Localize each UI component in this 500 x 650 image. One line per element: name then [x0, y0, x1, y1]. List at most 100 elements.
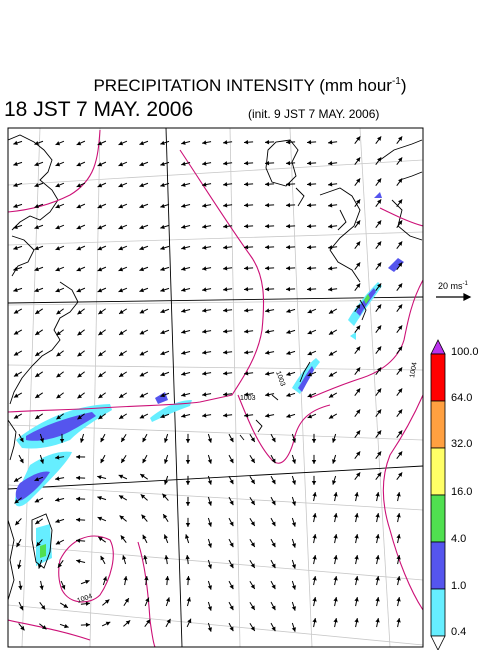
- wind-vector: [354, 346, 361, 354]
- wind-vector: [285, 286, 296, 292]
- wind-vector: [306, 245, 317, 250]
- wind-vector: [181, 266, 191, 271]
- colorbar-label: 100.0: [451, 346, 479, 358]
- wind-vector: [163, 454, 169, 464]
- wind-vector: [80, 622, 91, 628]
- wind-vector: [243, 224, 254, 229]
- wind-vector: [101, 621, 111, 627]
- wind-vector: [202, 182, 212, 187]
- wind-vector: [57, 560, 64, 568]
- wind-vector: [354, 262, 361, 270]
- init-time: (init. 9 JST 7 MAY. 2006): [248, 107, 380, 121]
- wind-vector: [243, 350, 254, 355]
- wind-vector: [327, 287, 338, 292]
- wind-vector: [222, 245, 233, 250]
- wind-vector: [270, 433, 276, 443]
- colorbar-label: 64.0: [451, 392, 473, 404]
- wind-vector: [270, 580, 276, 590]
- colorbar-label: 16.0: [451, 486, 473, 498]
- wind-vector: [291, 559, 297, 569]
- wind-vector: [143, 555, 148, 565]
- wind-vector: [13, 182, 23, 188]
- wind-vector: [97, 266, 107, 272]
- wind-vector: [139, 182, 149, 188]
- wind-vector: [13, 371, 23, 377]
- wind-vector: [354, 136, 361, 144]
- wind-vector: [396, 346, 403, 354]
- wind-vector: [97, 161, 107, 167]
- wind-vector: [139, 413, 149, 419]
- wind-vector: [291, 622, 297, 632]
- map-frame: [7, 127, 424, 648]
- wind-vector: [181, 329, 191, 334]
- wind-vector: [118, 203, 128, 209]
- wind-vector: [306, 203, 317, 208]
- wind-vector: [354, 178, 361, 186]
- wind-vector: [37, 559, 43, 569]
- valid-time: 18 JST 7 MAY. 2006: [4, 98, 194, 121]
- wind-vector: [202, 392, 212, 397]
- wind-vector: [80, 433, 85, 443]
- wind-vector: [265, 371, 275, 376]
- wind-vector: [333, 534, 338, 544]
- wind-vector: [163, 433, 169, 443]
- wind-vector: [270, 622, 276, 632]
- wind-vector: [285, 181, 296, 187]
- wind-vector: [354, 534, 359, 544]
- isobar-label: 1004: [409, 362, 419, 379]
- wind-vector: [59, 433, 65, 444]
- reference-vector-arrow: [436, 293, 472, 301]
- wind-vector: [207, 622, 212, 632]
- wind-vector: [181, 392, 191, 397]
- wind-vector: [243, 329, 254, 334]
- wind-vector: [207, 559, 212, 569]
- wind-vector: [327, 245, 338, 250]
- wind-vector: [375, 409, 382, 417]
- colorbar-label: 1.0: [451, 580, 467, 592]
- wind-vector: [265, 350, 275, 355]
- wind-vector: [327, 203, 338, 208]
- wind-vector: [14, 497, 22, 504]
- colorbar-segment: [430, 353, 446, 402]
- wind-vector: [202, 203, 212, 208]
- wind-vector: [375, 492, 380, 502]
- wind-vector: [181, 371, 191, 376]
- wind-vector: [80, 601, 91, 606]
- wind-vector: [222, 350, 233, 355]
- wind-vector: [291, 475, 297, 485]
- wind-vector: [270, 475, 276, 485]
- wind-vector: [228, 622, 234, 632]
- wind-vector: [207, 475, 212, 485]
- wind-vector: [354, 618, 359, 628]
- wind-vector: [98, 308, 106, 315]
- wind-vector: [142, 433, 148, 443]
- wind-vector: [396, 618, 401, 628]
- wind-vector: [354, 241, 361, 249]
- wind-vector: [354, 513, 359, 523]
- wind-vector: [34, 308, 44, 315]
- wind-vector: [76, 559, 86, 564]
- wind-vector: [396, 492, 401, 502]
- wind-vector: [97, 203, 107, 209]
- wind-vector: [375, 597, 380, 607]
- wind-vector: [98, 371, 106, 378]
- wind-vector: [100, 555, 106, 565]
- wind-vector: [13, 287, 23, 293]
- wind-vector: [75, 454, 86, 460]
- wind-vector: [139, 308, 149, 314]
- wind-vector: [118, 266, 128, 272]
- wind-vector: [160, 350, 170, 356]
- wind-vector: [160, 371, 170, 377]
- wind-vector: [16, 538, 22, 548]
- wind-vector: [264, 181, 275, 187]
- wind-vector: [228, 496, 234, 506]
- colorbar-segment: [430, 588, 446, 637]
- wind-vector: [375, 136, 382, 144]
- wind-vector: [118, 413, 128, 420]
- wind-vector: [139, 287, 149, 293]
- wind-vector: [139, 473, 149, 480]
- wind-vector: [144, 619, 151, 627]
- wind-vector: [97, 495, 107, 501]
- wind-vector: [55, 539, 65, 545]
- wind-vector: [264, 202, 275, 208]
